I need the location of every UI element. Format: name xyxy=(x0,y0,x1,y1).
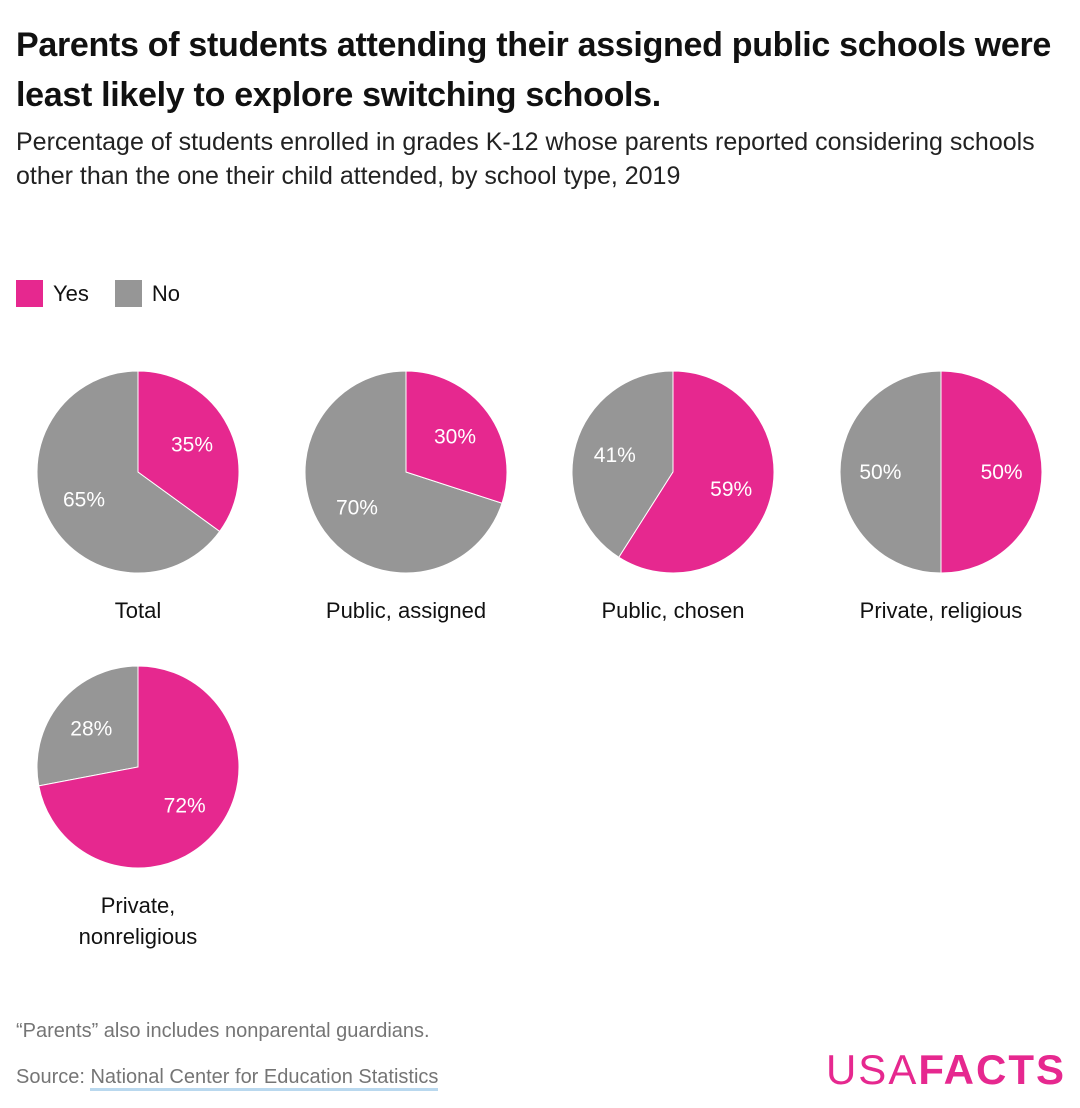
source-prefix: Source: xyxy=(16,1066,91,1088)
pie-slice-yes xyxy=(137,370,240,533)
legend-label-yes: Yes xyxy=(53,280,89,306)
pie-1: 30% 70% Public, assigned xyxy=(304,370,508,623)
source-line: Source: National Center for Education St… xyxy=(16,1066,439,1091)
pie-slice-no xyxy=(571,370,674,558)
pie-3: 50% 50% Private, religious xyxy=(839,370,1043,623)
pie-slice-no xyxy=(304,370,503,574)
footnote: “Parents” also includes nonparental guar… xyxy=(16,1020,430,1042)
legend-swatch-no xyxy=(114,280,142,307)
pie-slice-yes xyxy=(940,370,1043,574)
pie-category-label: Private, nonreligious xyxy=(79,893,198,949)
usafacts-logo: USAFACTS xyxy=(826,1046,1066,1094)
pie-2: 59% 41% Public, chosen xyxy=(571,370,775,623)
pie-value-label-no: 50% xyxy=(859,461,901,484)
pie-category-label: Private, religious xyxy=(860,598,1023,623)
pie-category-label: Public, assigned xyxy=(326,598,486,623)
pie-slice-yes xyxy=(38,665,240,869)
pie-value-label-yes: 72% xyxy=(164,795,206,818)
pie-slice-yes xyxy=(618,370,775,574)
pie-chart-grid: 35% 65% Total 30% 70% Public, assigned 59% 41% P… xyxy=(36,370,1043,949)
legend-item-yes: Yes xyxy=(16,280,89,307)
pie-4: 72% 28% Private, nonreligious xyxy=(36,665,240,949)
chart-title: Parents of students attending their assi… xyxy=(16,26,1051,114)
pie-value-label-yes: 30% xyxy=(434,425,476,448)
pie-value-label-yes: 59% xyxy=(710,478,752,501)
source-link[interactable]: National Center for Education Statistics xyxy=(90,1066,439,1091)
pie-value-label-no: 41% xyxy=(594,444,636,467)
legend-label-no: No xyxy=(151,280,181,306)
chart-subtitle: Percentage of students enrolled in grade… xyxy=(16,128,1035,190)
pie-value-label-yes: 50% xyxy=(981,461,1023,484)
pie-value-label-no: 70% xyxy=(336,497,378,520)
logo-facts: FACTS xyxy=(918,1046,1066,1093)
pie-slice-no xyxy=(36,665,139,787)
pie-slice-yes xyxy=(405,370,508,504)
legend-swatch-yes xyxy=(16,280,43,307)
legend-item-no: No xyxy=(114,280,181,307)
legend: Yes No xyxy=(16,280,206,307)
pie-value-label-yes: 35% xyxy=(171,433,213,456)
pie-category-label: Total xyxy=(115,598,161,623)
pie-category-label: Public, chosen xyxy=(601,598,744,623)
pie-slice-no xyxy=(839,370,942,574)
pie-value-label-no: 28% xyxy=(70,717,112,740)
pie-value-label-no: 65% xyxy=(63,489,105,512)
pie-0: 35% 65% Total xyxy=(36,370,240,623)
pie-slice-no xyxy=(36,370,221,574)
logo-usa: USA xyxy=(825,1046,919,1093)
